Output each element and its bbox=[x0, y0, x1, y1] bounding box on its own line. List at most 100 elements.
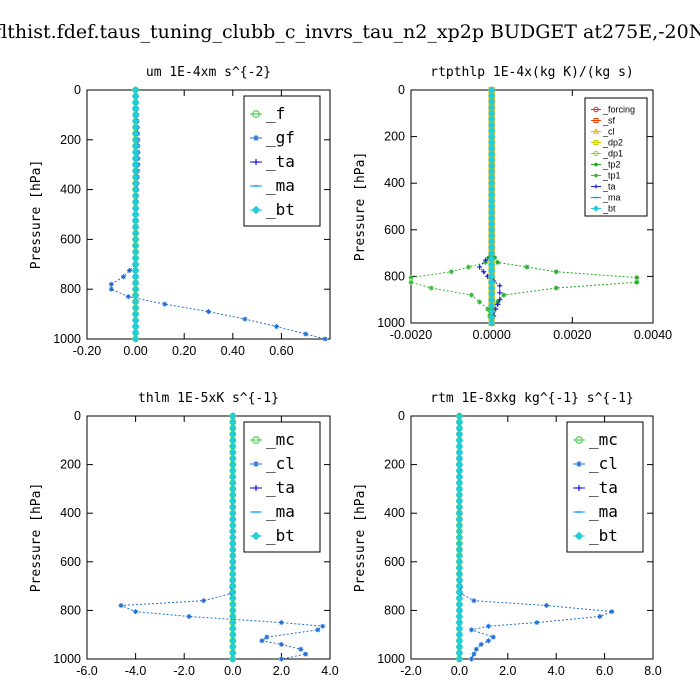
plot-frame bbox=[86, 415, 331, 660]
data-point bbox=[127, 268, 133, 274]
x-tick-label: 0.0 bbox=[451, 664, 468, 678]
data-point bbox=[477, 299, 483, 305]
y-tick-label: 200 bbox=[384, 458, 405, 472]
legend-label: _bt bbox=[602, 204, 616, 214]
data-point bbox=[274, 324, 280, 330]
data-point bbox=[634, 279, 640, 285]
data-point bbox=[278, 641, 284, 647]
data-point bbox=[229, 655, 237, 663]
legend-label: _mc bbox=[266, 430, 295, 449]
legend-label: _tp2 bbox=[602, 160, 621, 170]
legend-label: _ta bbox=[266, 478, 295, 497]
data-point bbox=[487, 319, 496, 327]
data-point bbox=[278, 620, 284, 626]
x-tick-label: 0.0000 bbox=[473, 328, 511, 342]
data-point bbox=[486, 255, 492, 261]
plot-frame bbox=[410, 89, 654, 324]
y-tick-label: 1000 bbox=[377, 652, 405, 666]
series-bt bbox=[229, 412, 237, 663]
data-point bbox=[298, 646, 304, 652]
y-tick-label: 800 bbox=[384, 269, 405, 283]
plot-frame bbox=[86, 89, 331, 340]
data-point bbox=[186, 613, 192, 619]
legend: _f _gf _ta _ma _bt bbox=[243, 95, 321, 227]
y-tick-label: 1000 bbox=[53, 332, 81, 346]
data-point bbox=[471, 598, 477, 604]
legend-label: _ma bbox=[602, 193, 621, 203]
panel-title: rtpthlp 1E-4x(kg K)/(kg s) bbox=[430, 65, 634, 80]
data-point bbox=[131, 335, 140, 343]
data-point bbox=[477, 264, 483, 270]
legend-swatch-marker bbox=[253, 461, 259, 467]
legend-label: _ta bbox=[589, 478, 618, 497]
legend-swatch-marker bbox=[576, 485, 582, 491]
data-point bbox=[242, 316, 248, 322]
data-point bbox=[259, 638, 265, 644]
y-tick-label: 800 bbox=[60, 282, 81, 296]
x-tick-label: 8.0 bbox=[644, 664, 661, 678]
data-point bbox=[485, 306, 491, 312]
legend-label: _cl bbox=[602, 127, 615, 137]
data-point bbox=[481, 269, 487, 275]
y-tick-label: 200 bbox=[384, 130, 405, 144]
data-point bbox=[485, 623, 491, 629]
legend-swatch-marker bbox=[576, 461, 582, 467]
data-point bbox=[303, 331, 309, 337]
data-point bbox=[473, 646, 479, 652]
data-point bbox=[483, 257, 489, 263]
data-point bbox=[408, 275, 414, 281]
data-point bbox=[278, 656, 284, 662]
data-point bbox=[492, 255, 498, 261]
legend-swatch-marker bbox=[592, 205, 600, 212]
data-point bbox=[495, 301, 501, 307]
y-tick-label: 600 bbox=[384, 223, 405, 237]
data-point bbox=[303, 651, 309, 657]
legend-label: _f bbox=[266, 104, 285, 123]
series-bt bbox=[131, 86, 140, 343]
data-point bbox=[497, 283, 503, 289]
x-tick-label: -0.20 bbox=[73, 344, 102, 358]
x-tick-label: 0.0020 bbox=[553, 328, 591, 342]
data-point bbox=[553, 269, 559, 275]
data-point bbox=[469, 656, 474, 662]
y-tick-label: 400 bbox=[60, 506, 81, 520]
chart-panel-1: um 1E-4xm s^{-2} 0 200 400 600 800 1000-0.20 0.… bbox=[29, 65, 331, 358]
y-tick-label: 0 bbox=[74, 83, 81, 97]
legend-swatch-marker bbox=[575, 436, 583, 444]
y-tick-label: 1000 bbox=[53, 652, 81, 666]
panel-title: rtm 1E-8xkg kg^{-1} s^{-1} bbox=[430, 391, 634, 406]
legend-label: _sf bbox=[602, 116, 616, 126]
y-tick-label: 400 bbox=[60, 183, 81, 197]
data-point bbox=[497, 297, 503, 303]
chart-panel-2: rtpthlp 1E-4x(kg K)/(kg s) 0 200 400 600 800 1… bbox=[353, 65, 672, 342]
data-point bbox=[133, 609, 139, 615]
y-axis-label: Pressure [hPa] bbox=[29, 483, 44, 593]
data-point bbox=[597, 613, 603, 619]
legend-label: _ma bbox=[589, 502, 618, 521]
series-line bbox=[458, 416, 613, 660]
x-tick-label: 0.00 bbox=[123, 344, 147, 358]
data-point bbox=[534, 620, 540, 626]
plot-frame bbox=[410, 415, 654, 660]
panel-title: um 1E-4xm s^{-2} bbox=[146, 65, 271, 80]
data-point bbox=[495, 259, 501, 265]
data-point bbox=[634, 275, 640, 281]
y-tick-label: 600 bbox=[384, 555, 405, 569]
legend-label: _cl bbox=[589, 454, 618, 473]
legend-swatch-marker bbox=[253, 135, 259, 141]
y-tick-label: 200 bbox=[60, 458, 81, 472]
data-point bbox=[315, 627, 321, 633]
y-tick-label: 0 bbox=[74, 409, 81, 423]
legend-label: _gf bbox=[266, 128, 295, 147]
legend-swatch-marker bbox=[594, 162, 598, 167]
legend: _mc _cl _ta _ma _bt bbox=[243, 421, 321, 553]
data-point bbox=[120, 274, 126, 280]
chart-panel-4: rtm 1E-8xkg kg^{-1} s^{-1} 0 200 400 600 800 1… bbox=[353, 391, 662, 678]
x-tick-label: -2.0 bbox=[173, 664, 195, 678]
x-tick-label: 0.60 bbox=[269, 344, 293, 358]
legend-swatch-marker bbox=[593, 150, 599, 157]
series-bt bbox=[455, 412, 464, 663]
y-axis-label: Pressure [hPa] bbox=[353, 152, 368, 262]
y-tick-label: 800 bbox=[384, 603, 405, 617]
